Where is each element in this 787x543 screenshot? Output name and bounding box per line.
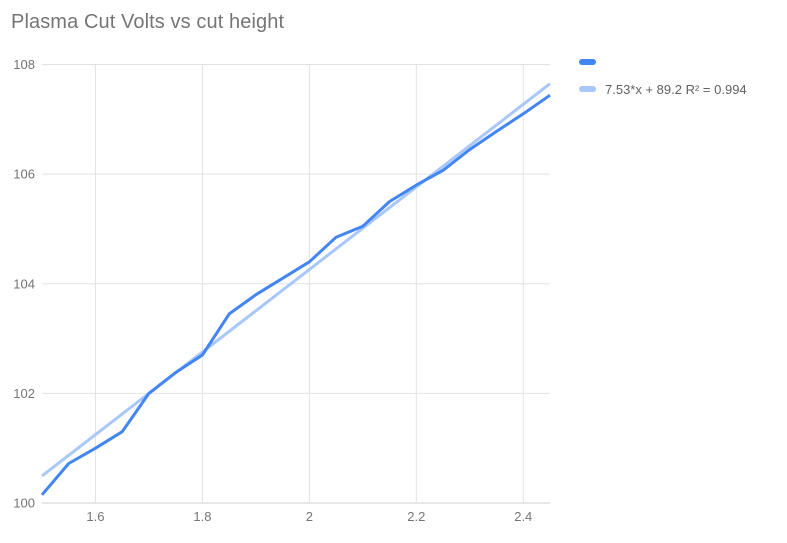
trendline-swatch — [579, 86, 596, 92]
legend-item-trendline[interactable]: 7.53*x + 89.2 R² = 0.994 — [579, 81, 747, 97]
chart-title: Plasma Cut Volts vs cut height — [11, 11, 285, 33]
legend: 7.53*x + 89.2 R² = 0.994 — [579, 54, 747, 108]
series-swatch — [579, 59, 596, 65]
y-tick-label: 100 — [13, 496, 35, 511]
y-tick-label: 104 — [13, 276, 35, 291]
y-tick-label: 106 — [13, 167, 35, 182]
legend-item-series[interactable] — [579, 54, 747, 70]
x-tick-label: 1.8 — [193, 509, 211, 524]
series-line-path[interactable] — [40, 93, 551, 496]
x-tick-label: 2.4 — [514, 509, 532, 524]
y-tick-label: 108 — [13, 57, 35, 72]
legend-label-trendline: 7.53*x + 89.2 R² = 0.994 — [605, 81, 747, 97]
x-tick-label: 2.2 — [407, 509, 425, 524]
y-tick-label: 102 — [13, 386, 35, 401]
trendline-path[interactable] — [41, 82, 551, 478]
x-tick-label: 2 — [306, 509, 313, 524]
x-tick-label: 1.6 — [86, 509, 104, 524]
